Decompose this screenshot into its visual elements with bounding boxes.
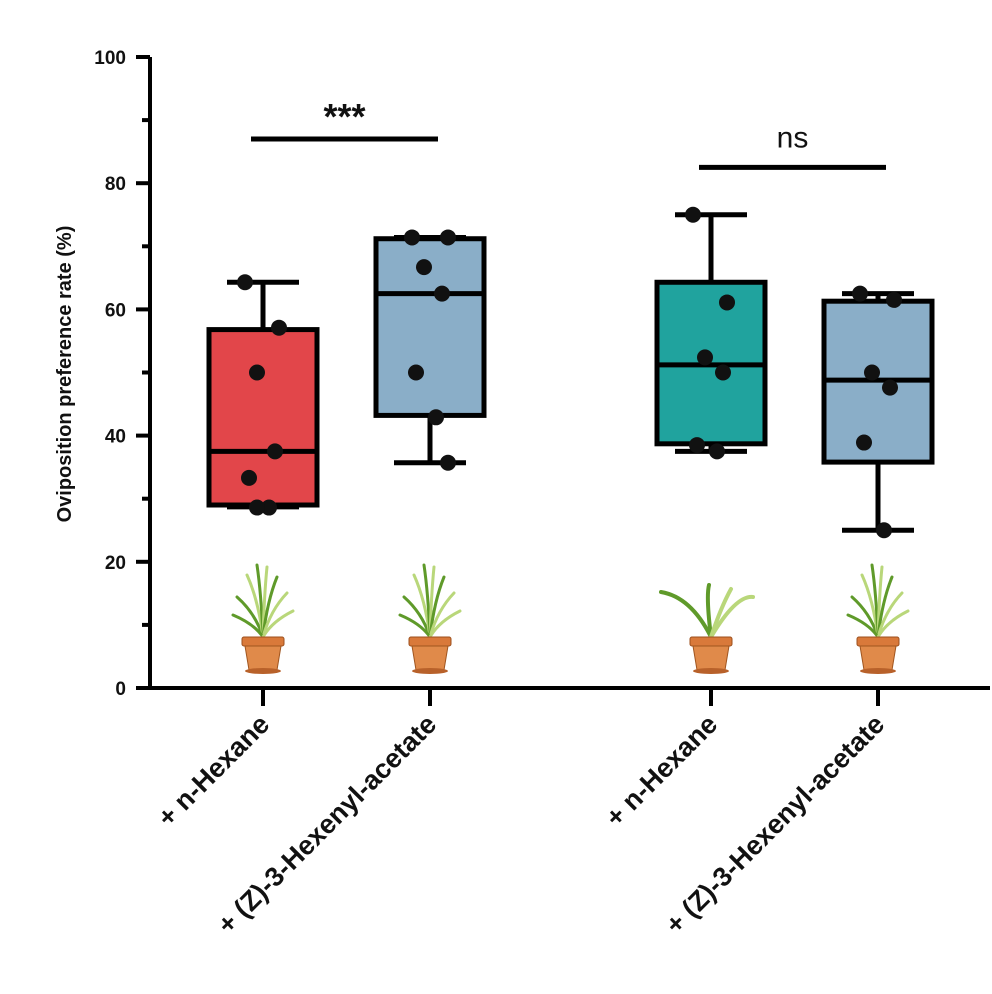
data-point [689, 437, 705, 454]
x-category-label: + n-Hexane [152, 709, 276, 833]
data-point [428, 409, 444, 426]
category-labels: + n-Hexane+ (Z)-3-Hexenyl-acetate + n-Hex… [152, 709, 891, 940]
box-group-2 [373, 229, 487, 471]
data-point [261, 499, 277, 516]
x-category-label: + n-Hexane [600, 709, 724, 833]
data-point [719, 294, 735, 311]
y-tick-label: 20 [105, 553, 126, 574]
data-point [709, 443, 725, 460]
data-point [404, 229, 420, 246]
data-point [440, 454, 456, 471]
data-point [416, 259, 432, 276]
data-point [249, 364, 265, 381]
data-point [440, 229, 456, 246]
data-point [267, 443, 283, 460]
y-tick-label: 100 [94, 48, 126, 69]
data-point [697, 349, 713, 366]
data-point [408, 364, 424, 381]
y-axis-ticks: 0 20 40 60 80 100 [94, 48, 150, 700]
rice-plant-icon [846, 563, 910, 674]
y-tick-label: 0 [115, 679, 126, 700]
data-point [241, 469, 257, 486]
data-point [886, 291, 902, 308]
data-point [434, 285, 450, 302]
significance-label: *** [323, 96, 365, 137]
y-tick-label: 40 [105, 427, 126, 448]
data-point [237, 274, 253, 291]
y-axis-minor-ticks [142, 118, 150, 627]
significance-label: ns [777, 121, 809, 154]
box-plots [206, 206, 935, 539]
box-group-4 [821, 285, 935, 539]
data-point [864, 364, 880, 381]
data-point [882, 379, 898, 396]
plant-icons [231, 563, 910, 674]
rice-plant-icon [398, 563, 462, 674]
data-point [856, 434, 872, 451]
y-tick-label: 60 [105, 300, 126, 321]
data-point [271, 319, 287, 336]
box-group-3 [654, 206, 768, 460]
data-point [685, 206, 701, 223]
iqr-box [206, 327, 320, 508]
y-axis-label: Oviposition preference rate (%) [54, 226, 76, 523]
data-point [852, 285, 868, 302]
data-point [876, 522, 892, 539]
y-tick-label: 80 [105, 174, 126, 195]
data-point [249, 499, 265, 516]
x-axis-ticks [261, 688, 880, 706]
box-group-1 [206, 274, 320, 516]
significance-annotations: *** ns [251, 96, 886, 170]
data-point [715, 364, 731, 381]
maize-plant-icon [659, 583, 755, 674]
rice-plant-icon [231, 563, 295, 674]
